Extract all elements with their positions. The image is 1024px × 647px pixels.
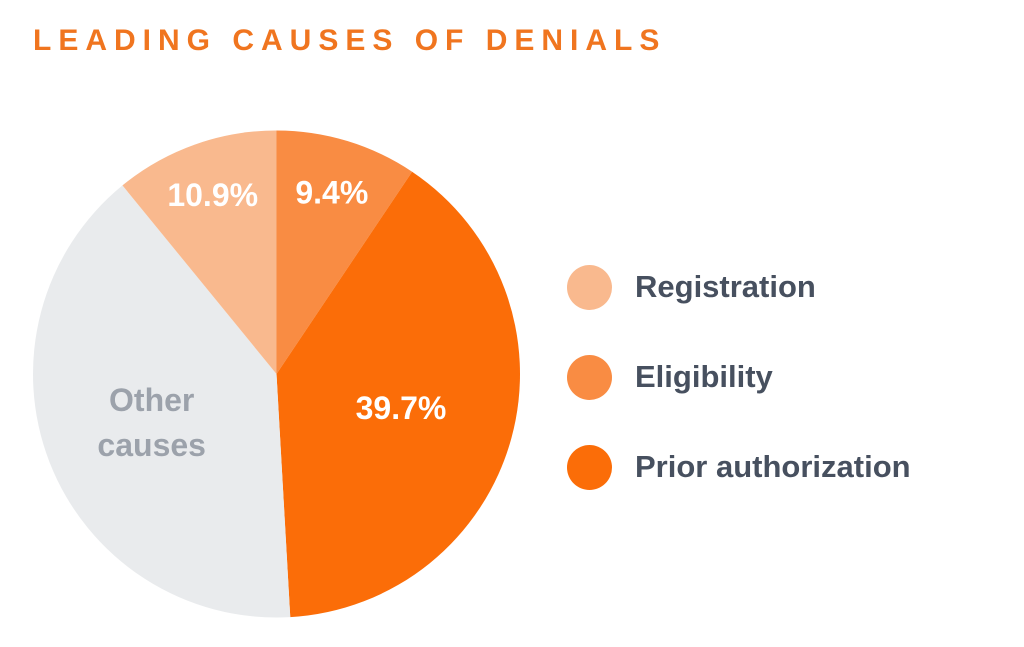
pie-slice-label-eligibility: 9.4%: [295, 174, 368, 210]
pie-slice-label-prior-authorization: 39.7%: [356, 390, 447, 426]
legend-swatch-eligibility: [567, 354, 612, 400]
legend-item-eligibility: Eligibility: [567, 354, 911, 400]
legend-item-registration: Registration: [567, 264, 911, 310]
legend-swatch-registration: [567, 264, 612, 310]
pie-slice-registration: [122, 130, 277, 374]
pie-slice-prior-authorization: [276, 171, 520, 618]
legend-swatch-prior-authorization: [567, 444, 612, 490]
pie-slice-label-other-causes: Other: [109, 382, 194, 418]
legend: Registration Eligibility Prior authorizati…: [567, 264, 911, 490]
pie-slice-eligibility: [276, 130, 413, 374]
legend-label-registration: Registration: [635, 269, 816, 304]
legend-label-eligibility: Eligibility: [635, 359, 773, 394]
pie-slice-label-other-causes: causes: [97, 427, 206, 463]
legend-label-prior-authorization: Prior authorization: [635, 449, 911, 484]
pie-slice-other-causes: [33, 185, 291, 618]
pie-slice-label-registration: 10.9%: [167, 177, 258, 213]
chart-title: LEADING CAUSES OF DENIALS: [33, 24, 667, 57]
legend-item-prior-authorization: Prior authorization: [567, 444, 911, 490]
